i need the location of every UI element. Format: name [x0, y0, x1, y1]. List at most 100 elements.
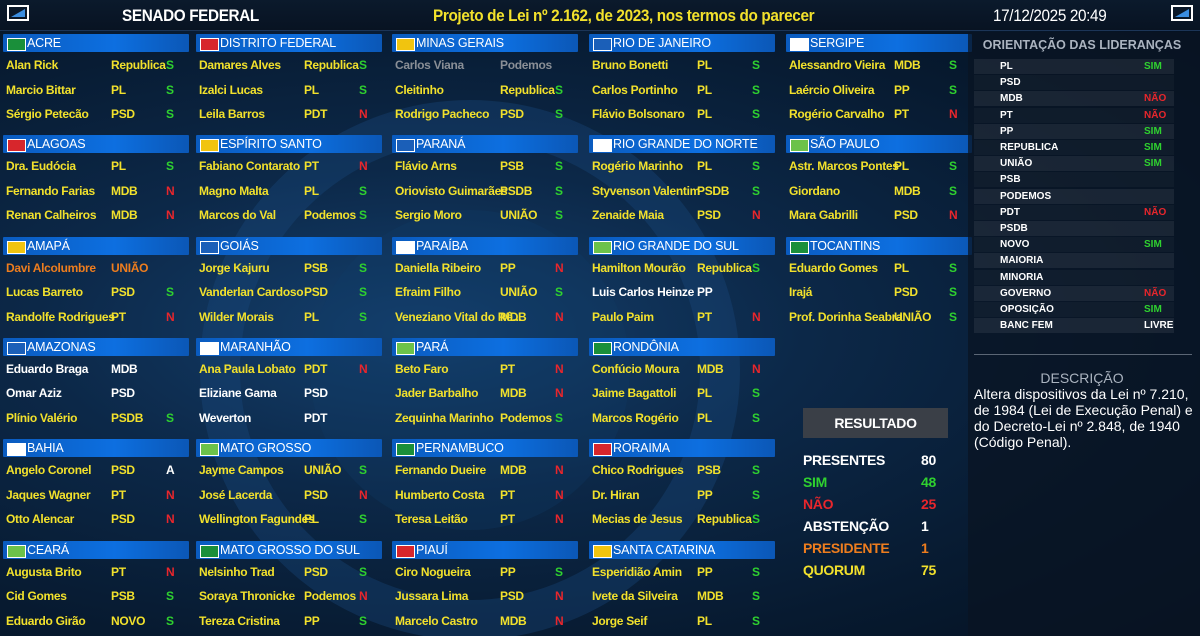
result-value: 48: [921, 474, 936, 490]
state-flag: [200, 240, 219, 254]
orientation-party: MINORIA: [1000, 271, 1044, 283]
orientation-row: PSB: [974, 172, 1174, 187]
senator-vote: N: [555, 463, 564, 478]
senator-vote: S: [359, 285, 367, 300]
senator-name: Beto Faro: [395, 361, 449, 376]
senator-party: PL: [111, 82, 126, 97]
senator-party: PT: [697, 309, 712, 324]
senator-name: Wellington Fagundes: [199, 512, 315, 527]
senator-name: Alan Rick: [6, 58, 58, 72]
senator-party: PSDB: [500, 183, 533, 198]
result-value: 1: [921, 518, 929, 534]
result-label: SIM: [803, 474, 827, 490]
senator-name: Zenaide Maia: [592, 208, 664, 223]
senator-vote: S: [752, 58, 760, 72]
senator-party: PP: [697, 487, 713, 502]
senator-vote: S: [166, 159, 174, 174]
senator-name: Prof. Dorinha Seabra: [789, 309, 903, 324]
description-text: Altera dispositivos da Lei nº 7.210, de …: [974, 386, 1193, 450]
senator-party: PT: [111, 309, 126, 324]
senator-name: Randolfe Rodrigues: [6, 309, 115, 324]
state-name: BAHIA: [27, 441, 64, 456]
result-label: PRESIDENTE: [803, 540, 890, 556]
senator-party: Podemos: [500, 410, 552, 425]
orientation-vote: NÃO: [1144, 109, 1167, 121]
state-header: ACRE: [3, 34, 189, 52]
senator-party: PSD: [697, 208, 721, 223]
senator-party: PSD: [304, 285, 328, 300]
state-flag: [200, 544, 219, 558]
senator-name: Esperidião Amin: [592, 564, 682, 579]
state-name: RIO GRANDE DO NORTE: [613, 137, 758, 152]
senator-party: UNIÃO: [500, 285, 538, 300]
senator-name: Mara Gabrilli: [789, 208, 858, 223]
senator-party: PSD: [500, 107, 524, 121]
senator-name: Jussara Lima: [395, 589, 469, 603]
senator-party: PSD: [894, 208, 918, 223]
senator-vote: N: [949, 107, 958, 121]
orientation-row: OPOSIÇÃO SIM: [974, 302, 1174, 317]
state-flag: [593, 139, 612, 153]
senator-vote: S: [359, 613, 367, 628]
senator-name: Vanderlan Cardoso: [199, 285, 304, 300]
result-label: QUORUM: [803, 562, 865, 578]
state-flag: [593, 544, 612, 558]
senator-vote: N: [359, 107, 368, 121]
state-header: GOIÁS: [196, 236, 382, 255]
orientation-party: MDB: [1000, 93, 1023, 105]
orientation-party: UNIÃO: [1000, 158, 1033, 170]
senator-vote: S: [752, 260, 760, 275]
senator-name: Plínio Valério: [6, 410, 78, 425]
senator-name: Jaime Bagattoli: [592, 386, 677, 401]
state-flag: [200, 341, 219, 355]
senator-vote: S: [359, 564, 367, 579]
senator-name: Fernando Farias: [6, 183, 95, 198]
senator-name: Jader Barbalho: [395, 386, 479, 401]
senator-party: PSD: [304, 487, 328, 502]
state-name: PARAÍBA: [416, 238, 468, 253]
menu-icon[interactable]: [1171, 5, 1193, 23]
orientation-row: PDT NÃO: [974, 205, 1174, 220]
senator-party: UNIÃO: [304, 463, 342, 478]
orientation-party: PP: [1000, 125, 1014, 137]
senator-name: Irajá: [789, 285, 813, 300]
state-name: PARANÁ: [416, 137, 466, 152]
orientation-vote: SIM: [1144, 304, 1162, 315]
menu-icon[interactable]: [7, 5, 29, 23]
senator-vote: S: [166, 613, 174, 628]
senator-vote: N: [555, 613, 564, 628]
state-header: RORAIMA: [589, 439, 775, 458]
senator-name: Cleitinho: [395, 82, 444, 97]
senator-name: Omar Aziz: [6, 386, 62, 401]
senator-vote: S: [949, 285, 957, 300]
state-flag: [396, 341, 415, 355]
state-header: MATO GROSSO: [196, 439, 382, 458]
senator-party: PSD: [304, 564, 328, 579]
senator-name: Rodrigo Pacheco: [395, 107, 490, 121]
senator-party: NOVO: [111, 613, 146, 628]
senator-name: Nelsinho Trad: [199, 564, 275, 579]
senator-vote: N: [555, 589, 564, 603]
senator-name: Sergio Moro: [395, 208, 462, 223]
senator-vote: S: [555, 410, 563, 425]
senator-vote: S: [359, 183, 367, 198]
state-header: MARANHÃO: [196, 337, 382, 356]
state-header: RIO GRANDE DO SUL: [589, 236, 775, 255]
senator-name: Efraim Filho: [395, 285, 461, 300]
senator-name: Cid Gomes: [6, 589, 67, 603]
senator-party: PL: [697, 107, 712, 121]
senator-vote: N: [166, 564, 175, 579]
senator-party: MDB: [500, 386, 527, 401]
orientation-party: REPUBLICA: [1000, 142, 1059, 153]
state-name: AMAPÁ: [27, 238, 70, 253]
state-name: PERNAMBUCO: [416, 441, 504, 456]
state-header: PERNAMBUCO: [392, 439, 578, 458]
senator-party: PSDB: [697, 183, 730, 198]
orientation-vote: NÃO: [1144, 206, 1167, 218]
state-flag: [7, 240, 26, 254]
senator-party: PSDB: [111, 410, 144, 425]
state-flag: [396, 544, 415, 558]
state-flag: [593, 443, 612, 457]
senator-party: PL: [304, 309, 319, 324]
